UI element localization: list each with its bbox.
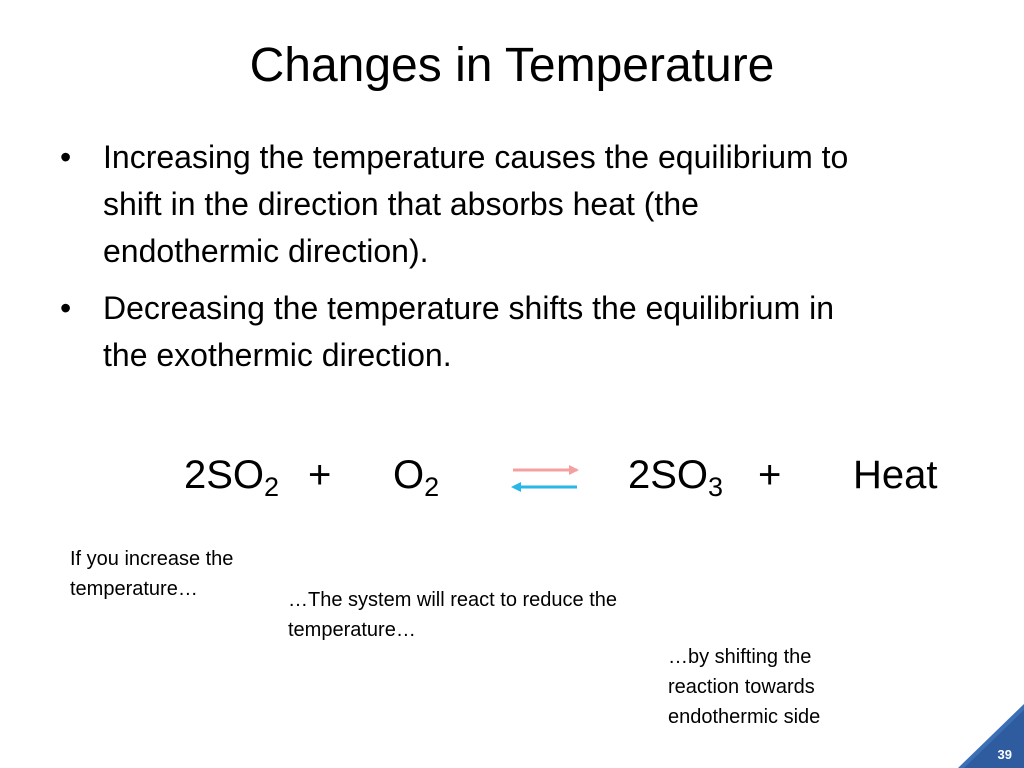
formula: 2SO xyxy=(628,453,709,497)
formula: 2SO xyxy=(184,453,265,497)
species: Heat xyxy=(853,453,938,497)
arrow-head xyxy=(511,482,521,492)
species: O2 xyxy=(393,450,439,512)
page-number: 39 xyxy=(997,747,1012,762)
note: If you increase the temperature… xyxy=(70,548,234,600)
species: 2SO3 xyxy=(628,450,723,512)
note: …by shifting the reaction towards endoth… xyxy=(668,646,821,728)
species: 2SO2 xyxy=(184,450,279,512)
corner-tab xyxy=(958,704,1024,768)
note: …The system will react to reduce the tem… xyxy=(288,589,618,641)
equilibrium-arrows xyxy=(511,465,579,492)
bullet: Decreasing the temperature shifts the eq… xyxy=(60,285,860,379)
slide-title: Changes in Temperature xyxy=(249,39,775,92)
formula: O xyxy=(393,453,425,497)
subscript: 2 xyxy=(424,472,440,502)
operator: + xyxy=(308,453,332,497)
corner-triangle-inner xyxy=(964,710,1024,768)
operator: + xyxy=(758,453,782,497)
bullet-list: Increasing the temperature causes the eq… xyxy=(60,134,860,389)
subscript: 2 xyxy=(264,472,280,502)
subscript: 3 xyxy=(708,472,724,502)
arrow-head xyxy=(569,465,579,475)
bullet: Increasing the temperature causes the eq… xyxy=(60,134,860,275)
